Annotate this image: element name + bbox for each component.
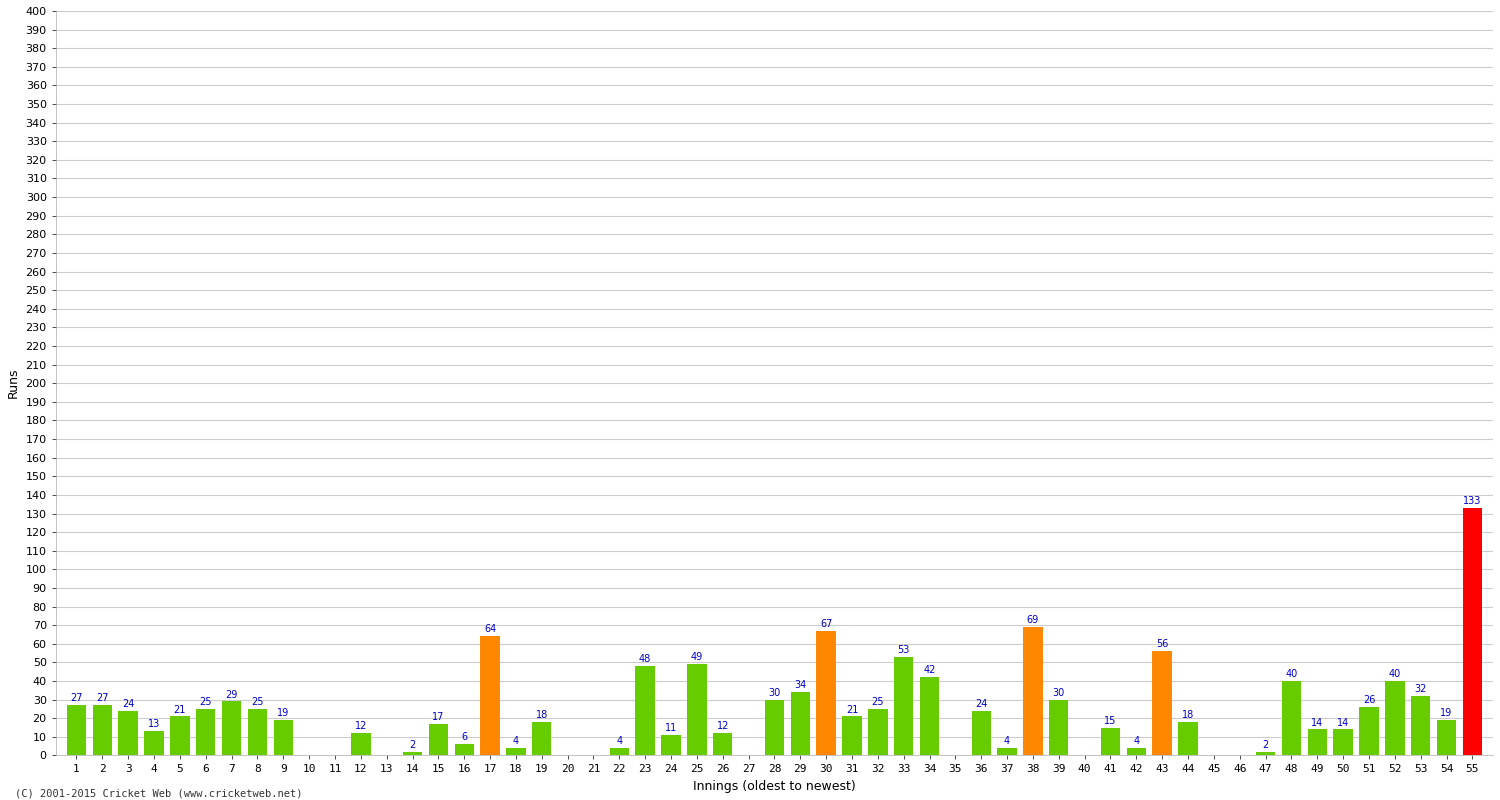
Bar bbox=[1023, 627, 1042, 755]
Bar bbox=[144, 731, 164, 755]
Text: 24: 24 bbox=[975, 699, 987, 709]
Text: 67: 67 bbox=[821, 619, 833, 629]
Text: (C) 2001-2015 Cricket Web (www.cricketweb.net): (C) 2001-2015 Cricket Web (www.cricketwe… bbox=[15, 789, 303, 798]
Bar bbox=[1179, 722, 1197, 755]
Text: 24: 24 bbox=[122, 699, 135, 709]
Bar bbox=[687, 664, 706, 755]
Text: 56: 56 bbox=[1156, 639, 1168, 650]
Text: 19: 19 bbox=[278, 708, 290, 718]
Text: 4: 4 bbox=[1134, 736, 1140, 746]
Bar bbox=[843, 716, 861, 755]
Text: 27: 27 bbox=[70, 694, 82, 703]
Text: 34: 34 bbox=[794, 680, 807, 690]
Text: 2: 2 bbox=[410, 740, 416, 750]
Bar bbox=[506, 748, 525, 755]
Text: 64: 64 bbox=[484, 625, 496, 634]
Bar bbox=[765, 700, 784, 755]
Bar bbox=[93, 706, 112, 755]
Bar bbox=[68, 706, 86, 755]
Bar bbox=[790, 692, 810, 755]
Bar bbox=[480, 636, 500, 755]
Text: 25: 25 bbox=[871, 697, 883, 707]
Text: 11: 11 bbox=[664, 723, 676, 733]
Text: 6: 6 bbox=[460, 733, 468, 742]
Text: 53: 53 bbox=[897, 645, 910, 655]
Bar bbox=[816, 630, 836, 755]
Bar bbox=[1256, 752, 1275, 755]
Text: 4: 4 bbox=[1004, 736, 1010, 746]
Text: 40: 40 bbox=[1389, 669, 1401, 679]
X-axis label: Innings (oldest to newest): Innings (oldest to newest) bbox=[693, 780, 856, 793]
Text: 13: 13 bbox=[148, 719, 160, 730]
Text: 69: 69 bbox=[1028, 615, 1039, 625]
Bar bbox=[1152, 651, 1172, 755]
Text: 14: 14 bbox=[1336, 718, 1348, 727]
Bar bbox=[1048, 700, 1068, 755]
Text: 40: 40 bbox=[1286, 669, 1298, 679]
Bar bbox=[351, 733, 370, 755]
Bar bbox=[222, 702, 242, 755]
Y-axis label: Runs: Runs bbox=[8, 368, 20, 398]
Text: 19: 19 bbox=[1440, 708, 1452, 718]
Text: 30: 30 bbox=[768, 688, 780, 698]
Bar bbox=[454, 744, 474, 755]
Bar bbox=[1101, 727, 1120, 755]
Text: 133: 133 bbox=[1462, 496, 1482, 506]
Bar bbox=[636, 666, 656, 755]
Bar bbox=[920, 678, 939, 755]
Text: 18: 18 bbox=[536, 710, 548, 720]
Text: 4: 4 bbox=[513, 736, 519, 746]
Text: 2: 2 bbox=[1263, 740, 1269, 750]
Bar bbox=[1281, 681, 1300, 755]
Bar bbox=[248, 709, 267, 755]
Bar bbox=[429, 724, 448, 755]
Text: 12: 12 bbox=[354, 722, 368, 731]
Text: 30: 30 bbox=[1053, 688, 1065, 698]
Text: 49: 49 bbox=[690, 653, 703, 662]
Bar bbox=[118, 711, 138, 755]
Text: 18: 18 bbox=[1182, 710, 1194, 720]
Bar bbox=[1308, 730, 1328, 755]
Bar bbox=[273, 720, 292, 755]
Bar bbox=[1462, 508, 1482, 755]
Text: 4: 4 bbox=[616, 736, 622, 746]
Bar bbox=[868, 709, 888, 755]
Bar bbox=[894, 657, 914, 755]
Bar bbox=[196, 709, 216, 755]
Text: 29: 29 bbox=[225, 690, 237, 700]
Bar bbox=[662, 735, 681, 755]
Text: 21: 21 bbox=[846, 705, 858, 714]
Text: 42: 42 bbox=[924, 666, 936, 675]
Text: 32: 32 bbox=[1414, 684, 1426, 694]
Bar bbox=[712, 733, 732, 755]
Text: 27: 27 bbox=[96, 694, 108, 703]
Bar bbox=[1412, 696, 1431, 755]
Text: 15: 15 bbox=[1104, 716, 1116, 726]
Bar bbox=[1384, 681, 1404, 755]
Text: 25: 25 bbox=[251, 697, 264, 707]
Text: 21: 21 bbox=[174, 705, 186, 714]
Bar bbox=[404, 752, 422, 755]
Bar bbox=[170, 716, 189, 755]
Bar bbox=[1437, 720, 1456, 755]
Bar bbox=[532, 722, 552, 755]
Text: 25: 25 bbox=[200, 697, 211, 707]
Text: 14: 14 bbox=[1311, 718, 1323, 727]
Bar bbox=[1126, 748, 1146, 755]
Bar bbox=[1334, 730, 1353, 755]
Bar bbox=[998, 748, 1017, 755]
Text: 26: 26 bbox=[1364, 695, 1376, 706]
Bar bbox=[1359, 707, 1378, 755]
Bar bbox=[609, 748, 628, 755]
Text: 48: 48 bbox=[639, 654, 651, 664]
Text: 17: 17 bbox=[432, 712, 444, 722]
Text: 12: 12 bbox=[717, 722, 729, 731]
Bar bbox=[972, 711, 992, 755]
